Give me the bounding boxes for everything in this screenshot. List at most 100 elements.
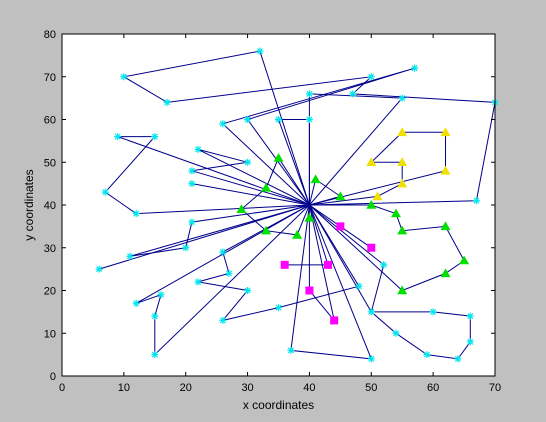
y-tick-label: 80 <box>44 29 56 41</box>
cyan-star-marker <box>182 244 190 252</box>
cyan-star-marker <box>188 218 196 226</box>
y-tick-label: 60 <box>44 115 56 127</box>
y-tick-label: 50 <box>44 157 56 169</box>
green-triangle-marker <box>292 229 303 239</box>
plot-area <box>62 34 495 376</box>
cyan-star-marker <box>275 304 282 312</box>
green-triangle-marker <box>397 285 408 295</box>
x-tick-label: 70 <box>489 382 501 394</box>
cyan-star-marker <box>219 248 227 256</box>
magenta-square-marker <box>367 243 376 252</box>
cyan-star-marker <box>367 308 375 316</box>
yellow-triangle-marker <box>440 127 451 137</box>
cyan-star-marker <box>380 261 388 269</box>
cyan-star-marker <box>398 94 406 102</box>
cyan-star-marker <box>275 116 282 123</box>
green-triangle-marker <box>440 268 451 278</box>
yellow-triangle-marker <box>397 178 408 188</box>
yellow-triangle-marker <box>372 191 383 201</box>
green-triangle-marker <box>273 153 284 162</box>
cyan-star-marker <box>219 316 227 324</box>
cyan-star-marker <box>120 73 128 81</box>
cyan-star-marker <box>466 338 474 346</box>
magenta-square-marker <box>330 316 339 325</box>
y-tick-label: 40 <box>44 200 56 212</box>
cyan-star-marker <box>95 265 103 273</box>
route-line <box>308 93 404 206</box>
cyan-star-marker <box>219 120 227 128</box>
y-tick-label: 20 <box>44 286 56 298</box>
cyan-star-marker <box>429 308 437 316</box>
cyan-star-marker <box>244 287 252 294</box>
green-triangle-marker <box>391 208 401 218</box>
x-tick-label: 50 <box>365 382 377 394</box>
cyan-star-marker <box>305 116 313 123</box>
cyan-star-marker <box>367 73 375 81</box>
green-triangle-marker <box>459 255 470 265</box>
green-triangle-marker <box>397 225 408 235</box>
cyan-star-marker <box>423 351 431 359</box>
cyan-star-marker <box>188 167 196 175</box>
cyan-star-marker <box>151 312 159 320</box>
cyan-star-marker <box>349 90 357 98</box>
yellow-triangle-marker <box>440 165 451 175</box>
magenta-square-marker <box>305 286 314 295</box>
x-tick-label: 40 <box>303 382 315 394</box>
green-triangle-marker <box>261 225 272 235</box>
cyan-star-marker <box>225 269 233 277</box>
cyan-star-marker <box>392 329 400 337</box>
cyan-star-marker <box>256 47 264 55</box>
cyan-star-marker <box>157 291 165 299</box>
yellow-triangle-marker <box>397 127 408 137</box>
x-axis-title: x coordinates <box>243 398 314 412</box>
yellow-triangle-marker <box>366 157 377 166</box>
cyan-star-marker <box>305 90 313 98</box>
cyan-star-marker <box>101 188 109 196</box>
y-tick-label: 10 <box>44 328 56 340</box>
y-axis-title: y coordinates <box>22 169 36 240</box>
magenta-square-marker <box>336 222 345 231</box>
x-tick-label: 10 <box>118 382 130 394</box>
x-tick-label: 20 <box>180 382 192 394</box>
route-line <box>290 204 373 360</box>
markers-layer <box>95 47 499 363</box>
cyan-star-marker <box>194 278 202 286</box>
cyan-star-marker <box>114 133 122 141</box>
y-tick-label: 0 <box>50 371 56 383</box>
cyan-star-marker <box>454 355 462 363</box>
x-tick-label: 30 <box>241 382 253 394</box>
cyan-star-marker <box>244 158 252 166</box>
cyan-star-marker <box>244 116 252 123</box>
cyan-star-marker <box>126 252 134 260</box>
cyan-star-marker <box>194 145 202 153</box>
cyan-star-marker <box>151 351 159 359</box>
cyan-star-marker <box>355 282 363 290</box>
cyan-star-marker <box>151 133 159 141</box>
cyan-star-marker <box>287 346 295 354</box>
cyan-star-marker <box>188 180 196 188</box>
route-line <box>135 204 310 356</box>
green-triangle-marker <box>335 191 346 201</box>
yellow-triangle-marker <box>397 157 408 166</box>
green-triangle-marker <box>366 200 377 209</box>
green-triangle-marker <box>261 182 272 192</box>
magenta-square-marker <box>323 260 332 269</box>
green-triangle-marker <box>310 174 321 184</box>
cyan-star-marker <box>132 210 140 218</box>
route-line <box>308 204 335 321</box>
green-triangle-marker <box>304 212 315 222</box>
y-tick-label: 70 <box>44 72 56 84</box>
x-tick-label: 60 <box>427 382 439 394</box>
cyan-star-marker <box>163 98 171 106</box>
y-tick-label: 30 <box>44 243 56 255</box>
route-line <box>104 136 310 215</box>
magenta-square-marker <box>280 260 289 269</box>
ticks-layer: 0 10 20 30 40 50 60 70 0 10 20 30 40 50 60 70 80 <box>44 29 501 394</box>
cyan-star-marker <box>466 312 474 320</box>
green-triangle-marker <box>440 221 451 231</box>
green-triangle-marker <box>236 204 247 213</box>
cyan-star-marker <box>367 355 375 363</box>
cyan-star-marker <box>132 299 140 307</box>
x-tick-label: 0 <box>59 382 65 394</box>
